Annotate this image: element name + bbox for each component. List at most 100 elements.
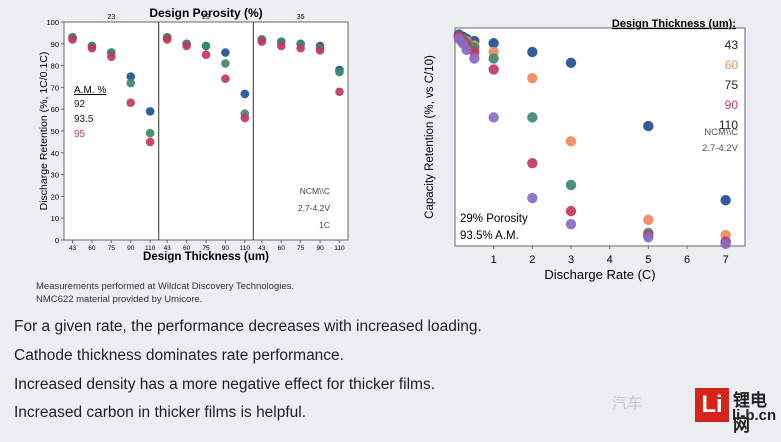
y-tick-label: 90 xyxy=(51,40,59,49)
x-tick-label: 75 xyxy=(202,245,210,252)
data-point xyxy=(335,87,344,97)
logo-url: li-b.cn xyxy=(732,407,777,424)
data-point xyxy=(488,64,499,75)
data-point xyxy=(527,72,538,84)
data-point xyxy=(126,72,136,81)
data-point xyxy=(469,53,480,64)
x-tick-label: 3 xyxy=(568,254,574,266)
x-axis-label: Discharge Rate (C) xyxy=(544,267,655,282)
data-point xyxy=(565,179,577,191)
data-point xyxy=(182,41,191,51)
x-tick-label: 90 xyxy=(316,245,324,252)
chart-footnote: 29% Porosity xyxy=(460,213,528,225)
y-tick-label: 0 xyxy=(55,236,59,245)
x-tick-label: 110 xyxy=(240,245,251,252)
legend-entry: 60 xyxy=(725,58,739,72)
x-tick-label: 6 xyxy=(684,254,690,266)
y-axis-label: Discharge Retention (%, 1C/0.1C) xyxy=(38,52,50,211)
data-point xyxy=(201,50,211,59)
data-point xyxy=(461,44,472,55)
data-point xyxy=(488,112,499,123)
left-chart: Design Porosity (%) Discharge Retention (… xyxy=(38,6,349,263)
y-tick-label: 80 xyxy=(51,62,59,71)
y-tick-label: 50 xyxy=(51,127,59,136)
y-tick-label: 60 xyxy=(51,105,59,114)
data-point xyxy=(68,35,77,44)
x-tick-label: 60 xyxy=(278,245,286,252)
data-point xyxy=(296,43,305,53)
logo-name: 锂电网 xyxy=(733,391,767,436)
legend-entry: 110 xyxy=(719,118,738,132)
data-point xyxy=(162,35,172,44)
x-tick-label: 4 xyxy=(607,254,613,266)
chart-title: Design Porosity (%) xyxy=(149,6,262,20)
data-point xyxy=(240,89,250,99)
data-point xyxy=(527,157,538,169)
x-tick-label: 5 xyxy=(645,254,651,266)
legend-title: Design Thickness (um): xyxy=(612,18,736,30)
data-point xyxy=(565,136,577,147)
x-tick-label: 110 xyxy=(334,245,345,252)
data-point xyxy=(107,52,116,62)
data-point xyxy=(276,41,286,51)
chart-annotation: NCM\\C xyxy=(704,127,738,138)
y-tick-label: 10 xyxy=(51,214,59,223)
x-tick-label: 90 xyxy=(127,245,135,252)
legend-entry: 95 xyxy=(74,129,86,140)
data-point xyxy=(221,48,230,57)
data-point xyxy=(643,120,654,132)
x-tick-label: 43 xyxy=(164,245,172,252)
x-tick-label: 43 xyxy=(258,245,266,252)
data-point xyxy=(527,46,538,58)
data-point xyxy=(126,98,136,107)
chart-annotation: 1C xyxy=(319,220,330,230)
panel-porosity-label: 35 xyxy=(297,14,305,21)
x-tick-label: 60 xyxy=(183,245,191,252)
data-point xyxy=(643,214,654,226)
y-axis-label: Capacity Retention (%, vs C/10) xyxy=(424,55,436,219)
legend-entry: 92 xyxy=(74,99,86,110)
data-point xyxy=(87,43,97,53)
data-point xyxy=(720,238,731,250)
bullet-2: Cathode thickness dominates rate perform… xyxy=(14,347,344,364)
data-point xyxy=(565,205,577,217)
legend-entry: 90 xyxy=(725,98,739,112)
legend-entry: 93.5 xyxy=(74,114,94,125)
data-point xyxy=(565,57,577,69)
note-line-1: Measurements performed at Wildcat Discov… xyxy=(36,281,295,292)
x-tick-label: 90 xyxy=(222,245,230,252)
chart-footnote: 93.5% A.M. xyxy=(460,230,519,242)
data-point xyxy=(315,46,325,55)
y-tick-label: 20 xyxy=(51,192,59,201)
data-point xyxy=(145,128,155,138)
panel-porosity-label: 29 xyxy=(202,14,210,21)
x-tick-label: 75 xyxy=(297,245,305,252)
chart-annotation: NCM\\C xyxy=(300,186,330,196)
x-tick-label: 2 xyxy=(529,254,535,266)
x-tick-label: 60 xyxy=(88,245,96,252)
watermark-text: 汽车 xyxy=(612,394,643,412)
data-point xyxy=(126,78,136,88)
chart-annotation: 2.7-4.2V xyxy=(702,143,739,154)
data-point xyxy=(565,219,577,230)
legend-entry: 43 xyxy=(725,38,739,52)
y-tick-label: 100 xyxy=(46,18,59,27)
data-point xyxy=(527,112,538,123)
data-point xyxy=(643,232,654,243)
bullet-3: Increased density has a more negative ef… xyxy=(14,376,435,393)
note-line-2: NMC622 material provided by Umicore. xyxy=(36,294,203,305)
chart-annotation: 2.7-4.2V xyxy=(298,203,330,213)
data-point xyxy=(527,192,538,204)
site-logo[interactable]: Li 锂电网 li-b.cn xyxy=(695,384,781,442)
x-tick-label: 110 xyxy=(145,245,156,252)
data-point xyxy=(488,53,499,64)
panel-porosity-label: 23 xyxy=(107,14,115,21)
data-point xyxy=(145,137,155,147)
y-tick-label: 40 xyxy=(51,149,59,158)
y-tick-label: 30 xyxy=(51,171,59,180)
logo-mark: Li xyxy=(695,388,729,422)
data-point xyxy=(145,107,155,116)
x-tick-label: 7 xyxy=(723,254,729,266)
data-point xyxy=(221,59,230,68)
y-tick-label: 70 xyxy=(51,83,59,92)
